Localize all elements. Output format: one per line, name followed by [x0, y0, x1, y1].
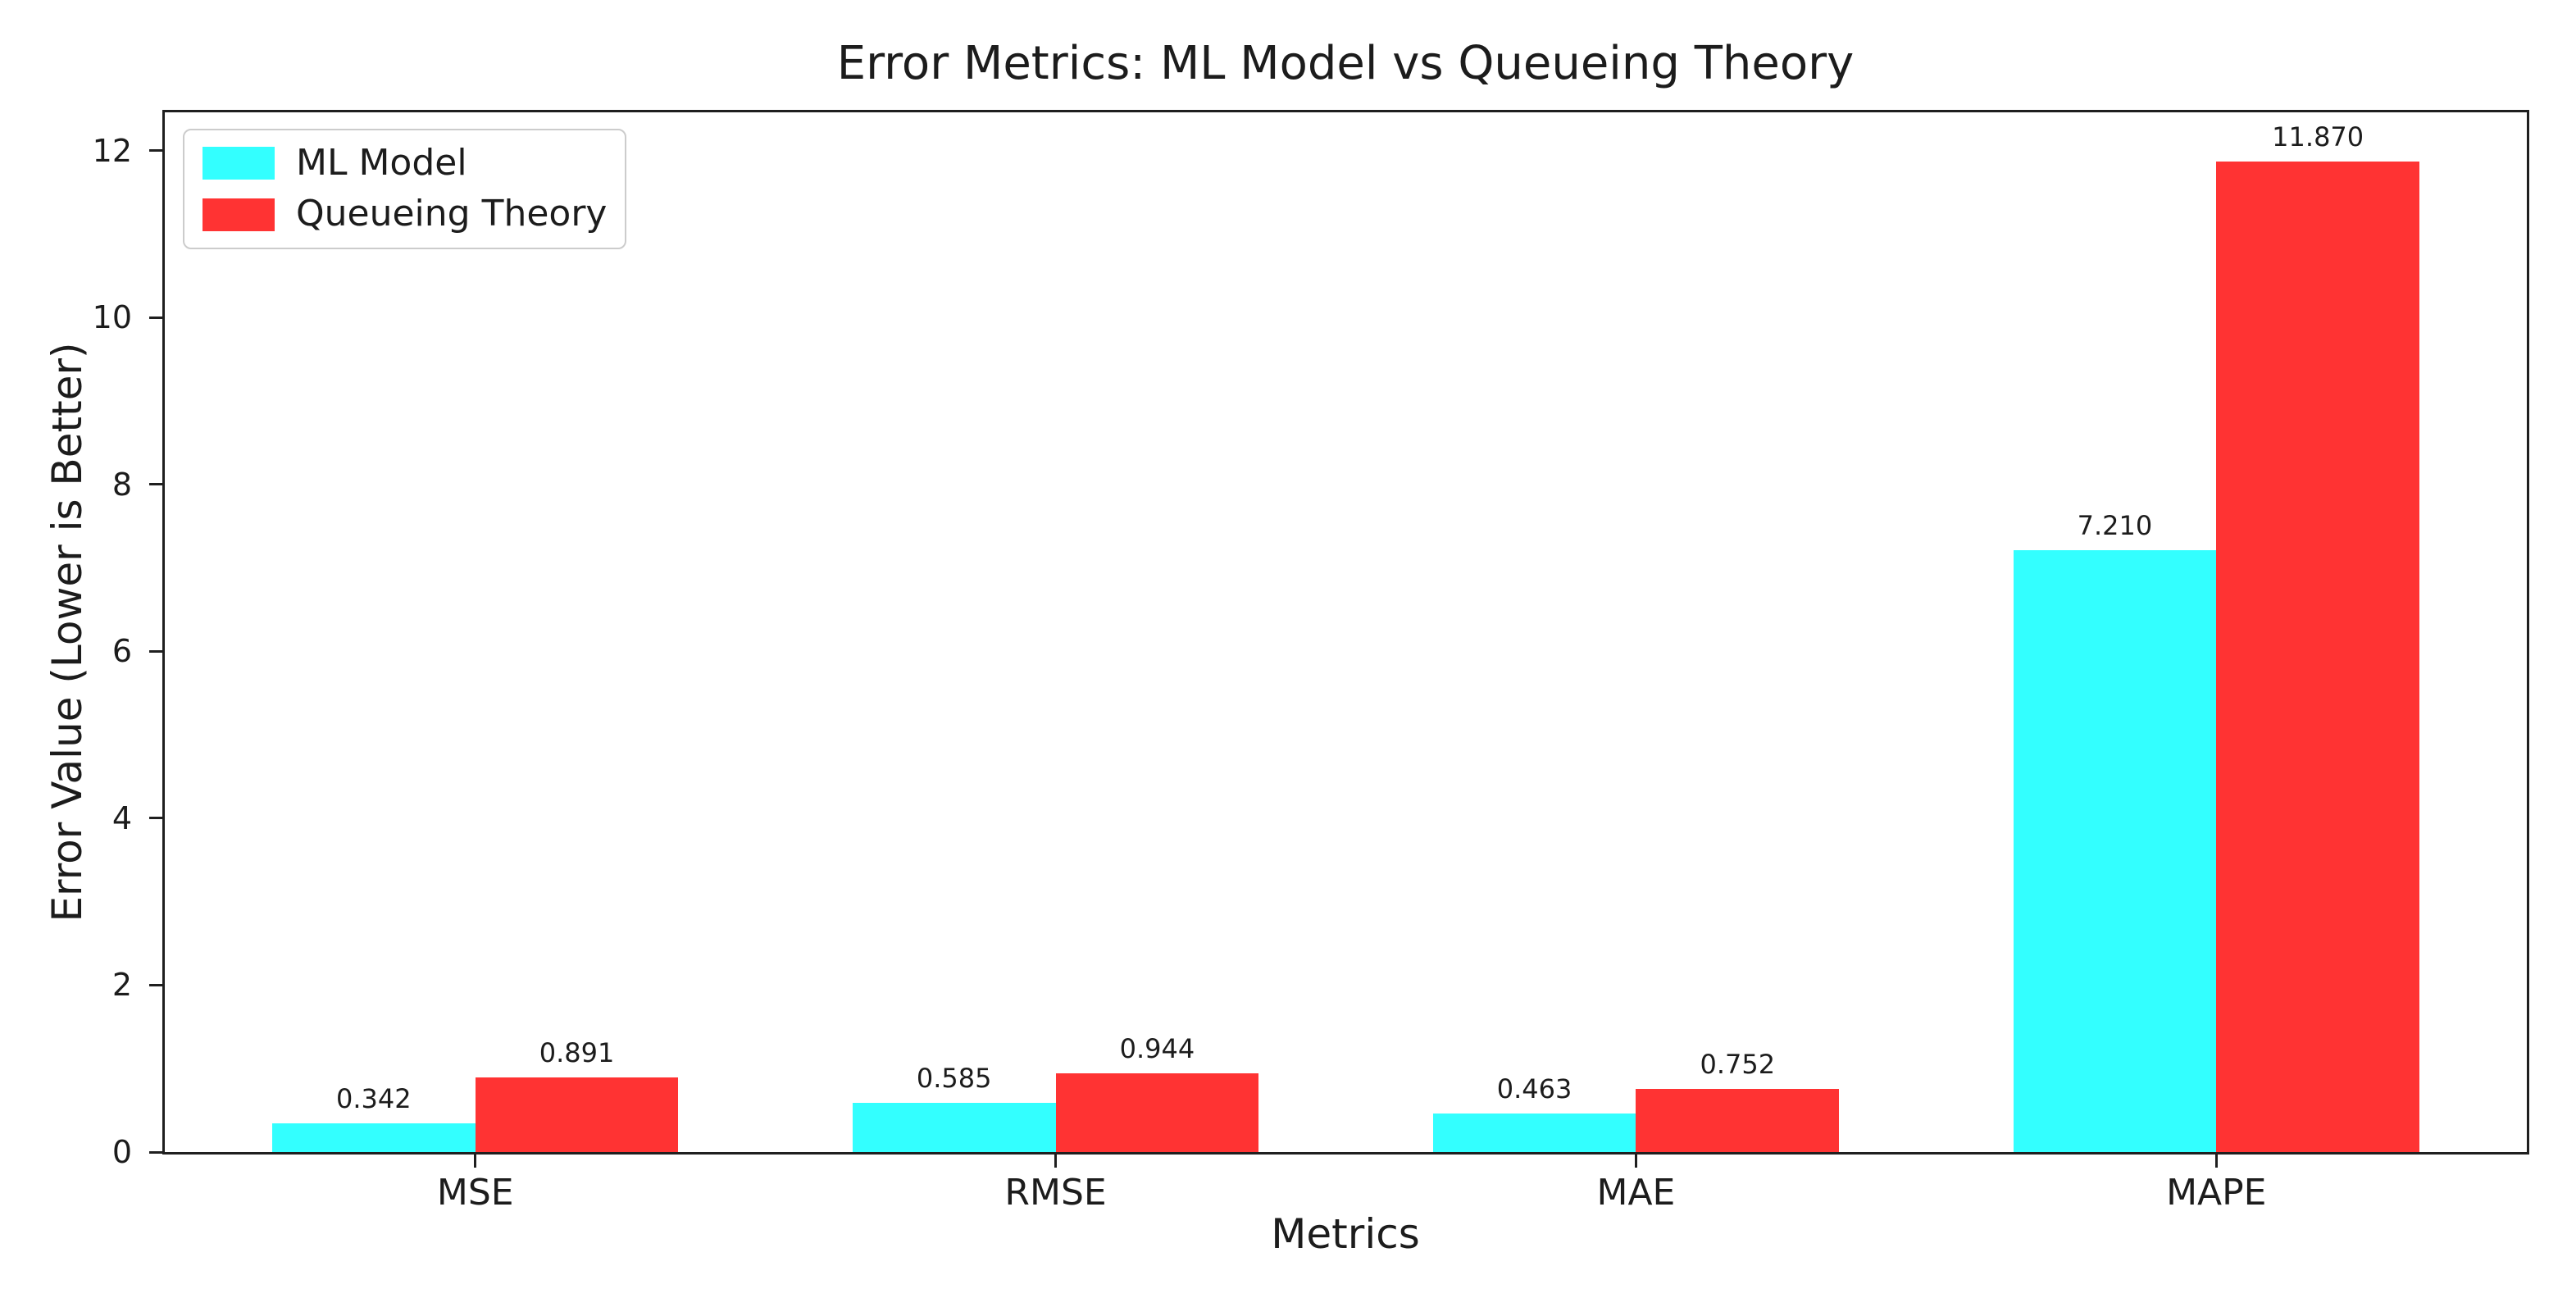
legend-row: Queueing Theory — [203, 194, 607, 234]
y-axis-label: Error Value (Lower is Better) — [43, 342, 91, 922]
x-tick-label-rmse: RMSE — [1004, 1172, 1107, 1214]
y-tick-label: 4 — [112, 799, 132, 836]
y-tick-label: 10 — [92, 299, 132, 336]
y-tick-label: 2 — [112, 967, 132, 1004]
y-tick-label: 0 — [112, 1134, 132, 1170]
legend-row: ML Model — [203, 143, 607, 183]
value-label-queueing-theory-rmse: 0.944 — [1119, 1032, 1195, 1064]
x-tick-label-mae: MAE — [1596, 1172, 1676, 1214]
y-tick-mark — [149, 817, 162, 820]
value-label-ml-model-rmse: 0.585 — [916, 1063, 992, 1095]
legend-swatch-queueing-theory — [203, 198, 275, 231]
y-tick-mark — [149, 649, 162, 653]
x-tick-mark — [2214, 1155, 2218, 1168]
bar-ml-model-rmse — [852, 1103, 1056, 1152]
x-tick-mark — [1634, 1155, 1637, 1168]
value-label-ml-model-mae: 0.463 — [1496, 1073, 1572, 1104]
legend-swatch-ml-model — [203, 147, 275, 180]
x-tick-label-mse: MSE — [436, 1172, 514, 1214]
bar-queueing-theory-mape — [2216, 162, 2420, 1152]
y-tick-mark — [149, 1150, 162, 1154]
x-tick-mark — [1054, 1155, 1058, 1168]
y-tick-mark — [149, 149, 162, 153]
y-tick-mark — [149, 983, 162, 986]
y-tick-mark — [149, 316, 162, 319]
legend-label-ml-model: ML Model — [296, 142, 467, 184]
legend: ML Model Queueing Theory — [183, 129, 627, 249]
x-axis-label: Metrics — [1271, 1210, 1420, 1258]
value-label-ml-model-mape: 7.210 — [2077, 510, 2153, 542]
legend-label-queueing-theory: Queueing Theory — [296, 193, 608, 235]
bar-queueing-theory-mae — [1636, 1089, 1840, 1152]
y-tick-mark — [149, 483, 162, 486]
y-tick-label: 12 — [92, 132, 132, 169]
bar-ml-model-mse — [271, 1123, 476, 1152]
y-tick-label: 8 — [112, 466, 132, 503]
value-label-queueing-theory-mape: 11.870 — [2272, 121, 2364, 153]
x-tick-mark — [474, 1155, 477, 1168]
plot-area: ML Model Queueing Theory 0 2 4 6 8 10 12 MSE RMS… — [93, 110, 2529, 1211]
bar-ml-model-mae — [1432, 1113, 1636, 1152]
x-tick-label-mape: MAPE — [2166, 1172, 2267, 1214]
chart-title: Error Metrics: ML Model vs Queueing Theo… — [836, 37, 1855, 90]
value-label-queueing-theory-mse: 0.891 — [539, 1037, 615, 1069]
value-label-queueing-theory-mae: 0.752 — [1700, 1049, 1776, 1081]
bar-ml-model-mape — [2013, 550, 2217, 1152]
y-tick-label: 6 — [112, 633, 132, 670]
value-label-ml-model-mse: 0.342 — [336, 1083, 412, 1115]
bar-queueing-theory-mse — [475, 1077, 679, 1152]
bar-queueing-theory-rmse — [1055, 1073, 1259, 1152]
